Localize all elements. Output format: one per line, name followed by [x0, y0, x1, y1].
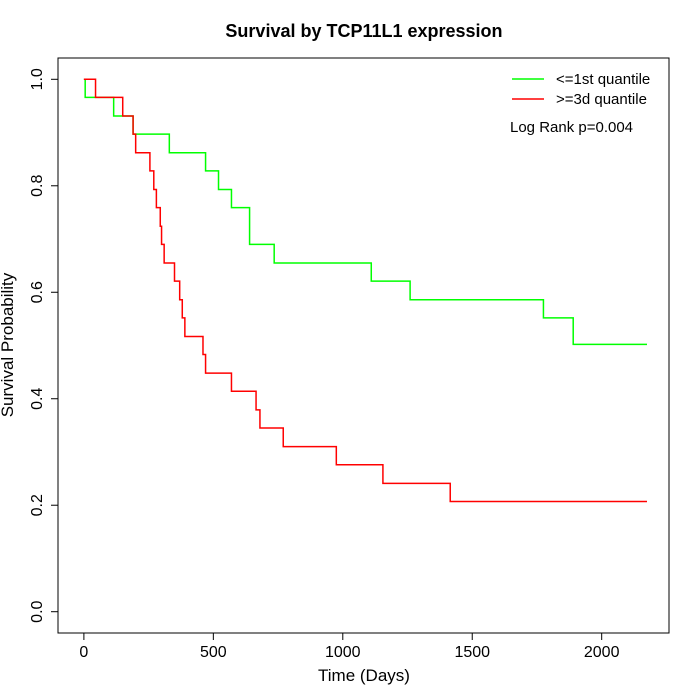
x-tick-label: 2000 [584, 644, 620, 661]
chart-title: Survival by TCP11L1 expression [225, 21, 502, 41]
x-tick-label: 0 [79, 644, 88, 661]
x-axis: 0 500 1000 1500 2000 [79, 632, 620, 661]
y-axis-label: Survival Probability [0, 272, 17, 417]
series-group [83, 78, 647, 503]
x-tick-label: 1500 [454, 644, 490, 661]
y-tick-label: 0.2 [29, 494, 46, 516]
y-axis: 0.0 0.2 0.4 0.6 0.8 1.0 [29, 68, 59, 623]
legend-label-0: <=1st quantile [556, 71, 650, 88]
series-line-1 [83, 78, 647, 503]
y-tick-label: 1.0 [29, 68, 46, 90]
plot-frame [57, 57, 670, 634]
log-rank-annotation: Log Rank p=0.004 [510, 119, 633, 136]
legend: <=1st quantile >=3d quantile [512, 71, 650, 108]
legend-label-1: >=3d quantile [556, 91, 647, 108]
y-tick-label: 0.0 [29, 600, 46, 622]
y-tick-label: 0.6 [29, 281, 46, 303]
y-tick-label: 0.8 [29, 175, 46, 197]
x-tick-label: 1000 [325, 644, 361, 661]
y-tick-label: 0.4 [29, 388, 46, 410]
x-tick-label: 500 [200, 644, 227, 661]
x-axis-label: Time (Days) [318, 666, 410, 685]
